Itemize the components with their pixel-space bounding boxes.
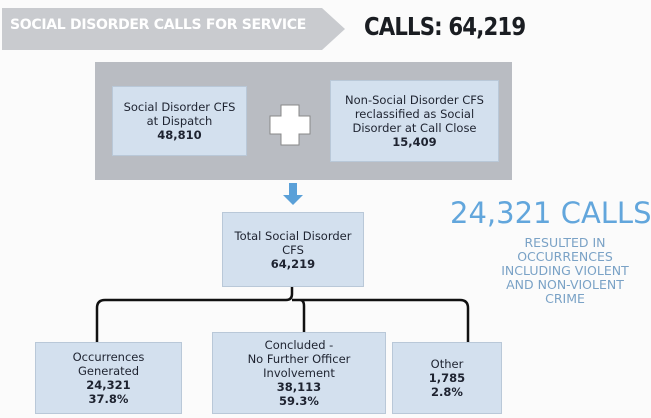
plus-icon <box>269 104 311 146</box>
outcome-node: Concluded - No Further Officer Involvement… <box>212 332 386 414</box>
node-label: Generated <box>77 364 139 378</box>
node-label: Total Social Disorder <box>234 228 352 243</box>
node-label: Social Disorder CFS <box>123 100 236 114</box>
node-count: 24,321 <box>86 378 131 392</box>
node-count: 15,409 <box>392 135 437 149</box>
node-label: Other <box>430 357 464 371</box>
banner-text: SOCIAL DISORDER CALLS FOR SERVICE <box>10 17 306 33</box>
node-label: reclassified as Social <box>354 107 475 121</box>
node-percent: 2.8% <box>431 385 463 399</box>
node-count: 38,113 <box>276 380 322 394</box>
calls-total: CALLS: 64,219 <box>364 12 526 41</box>
node-label: CFS <box>282 242 304 257</box>
outcome-node: Occurrences Generated 24,321 37.8% <box>35 342 182 414</box>
node-count: 48,810 <box>157 128 202 142</box>
banner-arrow <box>2 8 345 50</box>
node-count: 64,219 <box>270 256 316 271</box>
node-label: Concluded - <box>264 338 334 352</box>
total-node: Total Social Disorder CFS 64,219 <box>222 212 364 287</box>
outcome-node: Other 1,785 2.8% <box>392 342 502 414</box>
note-line: AND NON-VIOLENT <box>506 277 624 292</box>
node-percent: 59.3% <box>279 394 319 408</box>
note-line: INCLUDING VIOLENT <box>501 263 629 278</box>
node-label: Disorder at Call Close <box>352 121 477 135</box>
input-node: Social Disorder CFS at Dispatch 48,810 <box>112 86 247 156</box>
note-text: RESULTED IN OCCURRENCES INCLUDING VIOLENT A… <box>475 236 651 306</box>
note-line: RESULTED IN <box>524 235 606 250</box>
node-count: 1,785 <box>428 371 466 385</box>
down-arrow <box>283 183 303 205</box>
node-label: at Dispatch <box>146 114 213 128</box>
node-label: No Further Officer <box>247 352 351 366</box>
note-headline: 24,321 CALLS <box>450 196 651 230</box>
connector-lines <box>95 286 470 342</box>
node-label: Non-Social Disorder CFS <box>345 93 484 107</box>
note-line: CRIME <box>545 291 585 306</box>
node-percent: 37.8% <box>88 392 129 406</box>
note-line: OCCURRENCES <box>517 249 613 264</box>
node-label: Involvement <box>263 366 335 380</box>
node-label: Occurrences <box>72 350 145 364</box>
input-node: Non-Social Disorder CFS reclassified as S… <box>330 80 499 162</box>
